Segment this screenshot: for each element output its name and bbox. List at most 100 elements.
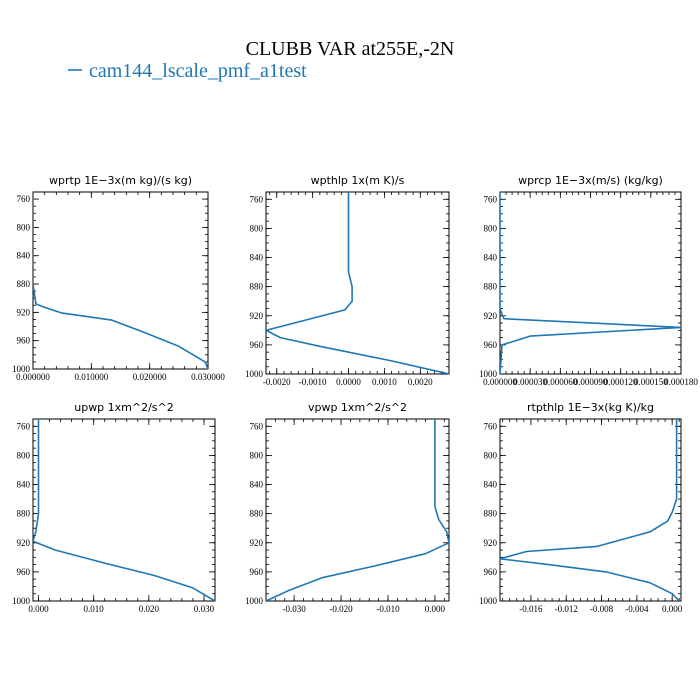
y-tick-label: 1000 <box>245 369 264 379</box>
y-tick-label: 800 <box>250 223 264 233</box>
y-tick-label: 760 <box>250 421 264 431</box>
y-tick-label: 880 <box>17 279 31 289</box>
panel-title: rtpthlp 1E−3x(kg K)/kg <box>527 401 654 414</box>
panel-title: upwp 1xm^2/s^2 <box>74 401 174 414</box>
x-tick-label: 0.000 <box>425 604 446 614</box>
y-tick-label: 800 <box>250 450 264 460</box>
y-tick-label: 880 <box>484 509 498 519</box>
x-tick-label: -0.030 <box>283 604 307 614</box>
x-tick-label: 0.000 <box>662 604 683 614</box>
y-tick-label: 800 <box>17 222 31 232</box>
x-tick-label: 0.000060 <box>543 377 577 387</box>
y-tick-label: 1000 <box>479 369 498 379</box>
x-tick-label: 0.000150 <box>634 377 668 387</box>
x-tick-label: -0.004 <box>625 604 649 614</box>
x-tick-label: 0.020 <box>139 604 160 614</box>
panel-title: wpthlp 1x(m K)/s <box>311 174 405 187</box>
x-tick-label: 0.0010 <box>372 377 397 387</box>
y-tick-label: 800 <box>484 223 498 233</box>
x-tick-label: -0.020 <box>329 604 353 614</box>
y-tick-label: 800 <box>17 450 31 460</box>
series-line <box>500 192 681 374</box>
x-tick-label: 0.000000 <box>16 372 50 382</box>
y-tick-label: 1000 <box>12 364 31 374</box>
panels: wprtp 1E−3x(m kg)/(s kg) 760 800 840 880 920 9… <box>12 174 698 614</box>
series-line <box>266 192 449 374</box>
x-tick-label: -0.0010 <box>299 377 327 387</box>
panel-4: upwp 1xm^2/s^2 760 800 840 880 920 960 10000.00… <box>12 401 216 614</box>
series-line <box>33 192 208 369</box>
x-tick-label: 0.010000 <box>74 372 108 382</box>
figure-title: CLUBB VAR at255E,-2N <box>246 38 455 60</box>
y-tick-label: 960 <box>250 567 264 577</box>
panel-6: rtpthlp 1E−3x(kg K)/kg 760 800 840 880 920 960… <box>479 401 683 614</box>
y-tick-label: 960 <box>17 336 31 346</box>
y-tick-label: 920 <box>484 538 498 548</box>
y-tick-label: 920 <box>17 307 31 317</box>
y-tick-label: 800 <box>484 450 498 460</box>
y-tick-label: 880 <box>484 282 498 292</box>
y-tick-label: 760 <box>250 194 264 204</box>
x-tick-label: 0.000 <box>28 604 49 614</box>
y-tick-label: 840 <box>484 480 498 490</box>
y-tick-label: 840 <box>250 253 264 263</box>
x-tick-label: 0.030 <box>194 604 215 614</box>
plot-frame <box>499 191 682 375</box>
x-tick-label: 0.010 <box>84 604 105 614</box>
panel-2: wpthlp 1x(m K)/s7608008408809209601000-0… <box>245 174 450 387</box>
y-tick-label: 840 <box>250 480 264 490</box>
y-tick-label: 840 <box>17 480 31 490</box>
x-tick-label: 0.030000 <box>191 372 225 382</box>
y-tick-label: 920 <box>17 538 31 548</box>
series-line <box>266 419 449 601</box>
plot-frame <box>32 191 209 370</box>
y-tick-label: 920 <box>484 311 498 321</box>
series-line <box>500 419 680 601</box>
y-tick-label: 760 <box>484 194 498 204</box>
y-tick-label: 960 <box>17 567 31 577</box>
legend: cam144_lscale_pmf_a1test <box>68 60 307 82</box>
x-tick-label: 0.000000 <box>483 377 517 387</box>
x-tick-label: -0.008 <box>590 604 614 614</box>
y-tick-label: 760 <box>484 421 498 431</box>
series-line <box>33 419 215 601</box>
legend-label: cam144_lscale_pmf_a1test <box>89 60 307 82</box>
panel-title: vpwp 1xm^2/s^2 <box>308 401 407 414</box>
y-tick-label: 880 <box>250 282 264 292</box>
x-tick-label: -0.010 <box>376 604 400 614</box>
x-tick-label: -0.016 <box>519 604 543 614</box>
plot-frame <box>265 418 450 602</box>
plot-frame <box>499 418 682 602</box>
x-tick-label: 0.0000 <box>336 377 361 387</box>
x-tick-label: 0.000030 <box>513 377 547 387</box>
y-tick-label: 880 <box>17 509 31 519</box>
y-tick-label: 960 <box>484 567 498 577</box>
x-tick-label: 0.000180 <box>664 377 698 387</box>
panel-title: wprtp 1E−3x(m kg)/(s kg) <box>49 174 192 187</box>
x-tick-label: 0.000090 <box>574 377 608 387</box>
y-tick-label: 1000 <box>479 596 498 606</box>
panel-5: vpwp 1xm^2/s^2 760 800 840 880 920 960 1000 -0.0… <box>245 401 450 614</box>
panel-3: wprcp 1E−3x(m/s) (kg/kg) 760 800 840 880 920 9… <box>479 174 698 387</box>
y-tick-label: 840 <box>17 251 31 261</box>
y-tick-label: 880 <box>250 509 264 519</box>
plot-frame <box>265 191 450 375</box>
y-tick-label: 760 <box>17 421 31 431</box>
y-tick-label: 960 <box>484 340 498 350</box>
plot-frame <box>32 418 216 602</box>
x-tick-label: 0.0020 <box>408 377 433 387</box>
y-tick-label: 1000 <box>245 596 264 606</box>
panel-title: wprcp 1E−3x(m/s) (kg/kg) <box>518 174 663 187</box>
x-tick-label: -0.0020 <box>263 377 291 387</box>
x-tick-label: 0.020000 <box>133 372 167 382</box>
y-tick-label: 920 <box>250 538 264 548</box>
panel-1: wprtp 1E−3x(m kg)/(s kg) 760 800 840 880 920 9… <box>12 174 225 382</box>
y-tick-label: 920 <box>250 311 264 321</box>
y-tick-label: 1000 <box>12 596 31 606</box>
y-tick-label: 960 <box>250 340 264 350</box>
y-tick-label: 760 <box>17 194 31 204</box>
x-tick-label: -0.012 <box>555 604 578 614</box>
x-tick-label: 0.000120 <box>604 377 638 387</box>
y-tick-label: 840 <box>484 253 498 263</box>
